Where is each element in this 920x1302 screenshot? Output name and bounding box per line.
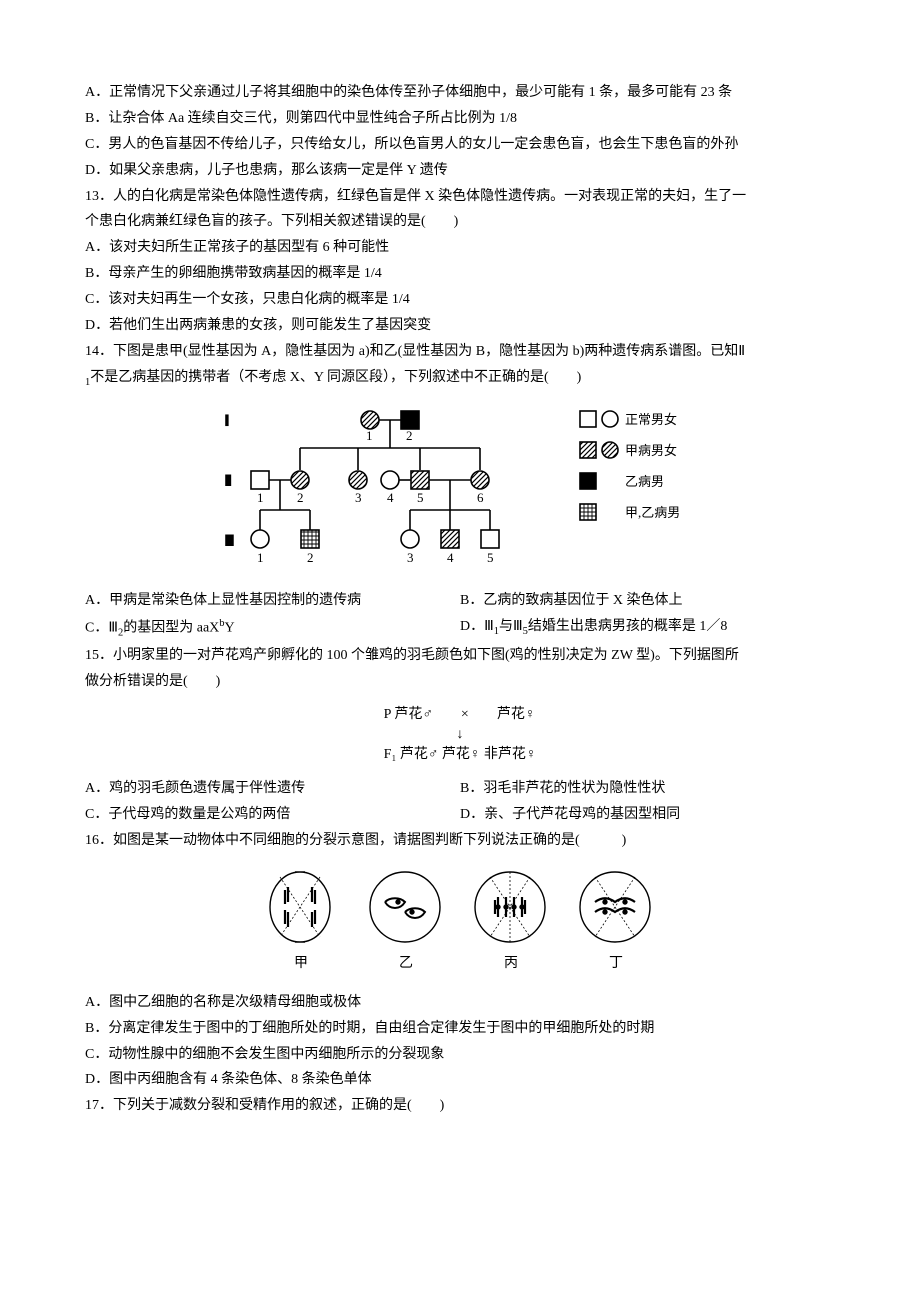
svg-text:2: 2 xyxy=(297,490,304,505)
cross-p-line: P 芦花♂ × 芦花♀ xyxy=(384,702,537,728)
q13-optB: B．母亲产生的卵细胞携带致病基因的概率是 1/4 xyxy=(85,261,835,287)
cell-ding-label: 丁 xyxy=(609,956,623,971)
q16-cells-figure: 甲 乙 丙 丁 xyxy=(85,862,835,982)
q15-optA: A．鸡的羽毛颜色遗传属于伴性遗传 xyxy=(85,776,460,802)
q15-optB: B．羽毛非芦花的性状为隐性性状 xyxy=(460,776,835,802)
q16-optA: A．图中乙细胞的名称是次级精母细胞或极体 xyxy=(85,990,835,1016)
cell-jia-label: 甲 xyxy=(294,956,308,971)
q15-cross-figure: P 芦花♂ × 芦花♀ ↓ F₁ 芦花♂ 芦花♀ 非芦花♀ xyxy=(85,702,835,768)
q17-stem: 17．下列关于减数分裂和受精作用的叙述，正确的是( ) xyxy=(85,1093,835,1119)
pedigree-svg: Ⅰ Ⅱ Ⅲ 1 2 1 2 3 4 5 xyxy=(180,400,740,570)
q16-optD: D．图中丙细胞含有 4 条染色体、8 条染色单体 xyxy=(85,1067,835,1093)
svg-text:1: 1 xyxy=(366,428,373,443)
q14-stem-line1: 14．下图是患甲(显性基因为 A，隐性基因为 a)和乙(显性基因为 B，隐性基因… xyxy=(85,339,835,365)
svg-text:6: 6 xyxy=(477,490,484,505)
svg-text:5: 5 xyxy=(417,490,424,505)
q15-optC: C．子代母鸡的数量是公鸡的两倍 xyxy=(85,802,460,828)
legend-yi-text: 乙病男 xyxy=(625,474,664,489)
legend-jia-text: 甲病男女 xyxy=(625,443,677,458)
q12-optD: D．如果父亲患病，儿子也患病，那么该病一定是伴 Y 遗传 xyxy=(85,158,835,184)
q14-optC: C．Ⅲ2的基因型为 aaXbY xyxy=(85,614,460,643)
cell-bing-label: 丙 xyxy=(504,956,518,971)
q13-optA: A．该对夫妇所生正常孩子的基因型有 6 种可能性 xyxy=(85,235,835,261)
q16-stem: 16．如图是某一动物体中不同细胞的分裂示意图，请据图判断下列说法正确的是( ) xyxy=(85,828,835,854)
svg-text:3: 3 xyxy=(407,550,414,565)
gen-III-label: Ⅲ xyxy=(225,533,234,548)
q13-stem-line2: 个患白化病兼红绿色盲的孩子。下列相关叙述错误的是( ) xyxy=(85,209,835,235)
svg-text:4: 4 xyxy=(447,550,454,565)
q14-optA: A．甲病是常染色体上显性基因控制的遗传病 xyxy=(85,588,460,614)
q14-optD: D．Ⅲ1与Ⅲ5结婚生出患病男孩的概率是 1／8 xyxy=(460,614,835,641)
q14-stem-line2: 1不是乙病基因的携带者（不考虑 X、Y 同源区段），下列叙述中不正确的是( ) xyxy=(85,365,835,392)
q16-optC: C．动物性腺中的细胞不会发生图中丙细胞所示的分裂现象 xyxy=(85,1042,835,1068)
cell-yi-label: 乙 xyxy=(399,955,413,971)
svg-text:4: 4 xyxy=(387,490,394,505)
q14-pedigree-figure: Ⅰ Ⅱ Ⅲ 1 2 1 2 3 4 5 xyxy=(85,400,835,580)
svg-text:1: 1 xyxy=(257,550,264,565)
q13-optC: C．该对夫妇再生一个女孩，只患白化病的概率是 1/4 xyxy=(85,287,835,313)
q12-optC: C．男人的色盲基因不传给儿子，只传给女儿，所以色盲男人的女儿一定会患色盲，也会生… xyxy=(85,132,835,158)
q15-optD: D．亲、子代芦花母鸡的基因型相同 xyxy=(460,802,835,828)
cells-svg: 甲 乙 丙 丁 xyxy=(250,862,670,972)
gen-II-label: Ⅱ xyxy=(225,473,231,488)
q12-optA: A．正常情况下父亲通过儿子将其细胞中的染色体传至孙子体细胞中，最少可能有 1 条… xyxy=(85,80,835,106)
svg-text:2: 2 xyxy=(307,550,314,565)
q13-stem-line1: 13．人的白化病是常染色体隐性遗传病，红绿色盲是伴 X 染色体隐性遗传病。一对表… xyxy=(85,184,835,210)
gen-I-label: Ⅰ xyxy=(225,413,229,428)
q15-stem-line2: 做分析错误的是( ) xyxy=(85,669,835,695)
q14-stem-rest: 不是乙病基因的携带者（不考虑 X、Y 同源区段），下列叙述中不正确的是( ) xyxy=(90,370,581,385)
q12-optB: B．让杂合体 Aa 连续自交三代，则第四代中显性纯合子所占比例为 1/8 xyxy=(85,106,835,132)
legend-normal-text: 正常男女 xyxy=(625,412,677,427)
q13-optD: D．若他们生出两病兼患的女孩，则可能发生了基因突变 xyxy=(85,313,835,339)
legend-both-text: 甲,乙病男 xyxy=(625,505,680,520)
svg-text:1: 1 xyxy=(257,490,264,505)
q16-optB: B．分离定律发生于图中的丁细胞所处的时期，自由组合定律发生于图中的甲细胞所处的时… xyxy=(85,1016,835,1042)
svg-text:2: 2 xyxy=(406,428,413,443)
svg-text:3: 3 xyxy=(355,490,362,505)
cross-f1-line: F₁ 芦花♂ 芦花♀ 非芦花♀ xyxy=(384,742,537,768)
q15-stem-line1: 15．小明家里的一对芦花鸡产卵孵化的 100 个雏鸡的羽毛颜色如下图(鸡的性别决… xyxy=(85,643,835,669)
svg-text:5: 5 xyxy=(487,550,494,565)
q14-optB: B．乙病的致病基因位于 X 染色体上 xyxy=(460,588,835,614)
